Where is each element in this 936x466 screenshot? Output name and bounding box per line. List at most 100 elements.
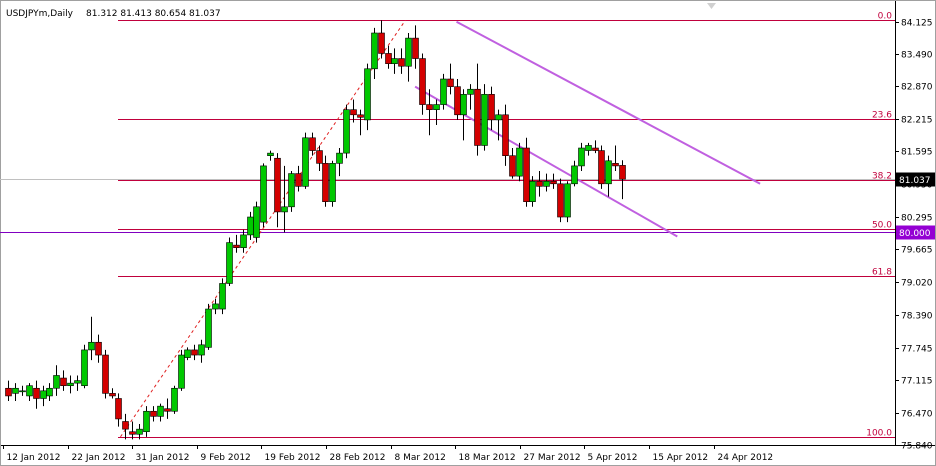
candle (605, 155, 612, 197)
price-tick-label-7: 79.665 (901, 246, 933, 256)
candle (5, 380, 12, 402)
candle-body-bear (350, 109, 357, 116)
candle-body-bull (157, 405, 164, 417)
candle (233, 234, 240, 253)
candle-body-bear (509, 155, 516, 177)
time-tick-label-1: 22 Jan 2012 (72, 453, 126, 463)
candle-body-bear (454, 86, 461, 116)
candle (178, 349, 185, 391)
candle (253, 201, 260, 243)
candle-body-bear (474, 88, 481, 146)
candle (191, 344, 198, 361)
candle-body-bull (253, 206, 260, 238)
candle (143, 406, 150, 437)
candle-body-bull (67, 382, 74, 387)
fib-level-label-0: 0.0 (878, 12, 893, 22)
candle (88, 316, 95, 361)
time-tick-label-6: 8 Mar 2012 (395, 453, 446, 463)
candle-body-bull (143, 410, 150, 433)
candle (523, 137, 530, 207)
candle-body-bull (226, 242, 233, 284)
support-price-label: 80.000 (899, 229, 931, 239)
candle-body-bull (288, 173, 295, 208)
candle (295, 165, 302, 192)
time-tick-label-10: 15 Apr 2012 (653, 453, 709, 463)
candle (33, 380, 40, 409)
candle (343, 104, 350, 159)
support-price-box (896, 225, 935, 240)
fib-trendline[interactable] (120, 19, 406, 438)
candle-body-bull (578, 147, 585, 167)
candle (102, 349, 109, 399)
candle (150, 406, 157, 422)
candle-body-bear (385, 53, 392, 64)
candle (26, 383, 33, 402)
candle-body-bull (26, 385, 33, 397)
candle (184, 347, 191, 361)
candle-body-bull (467, 88, 474, 95)
candle (95, 334, 102, 363)
candle-body-bull (440, 78, 447, 105)
candle-body-bull (19, 390, 26, 393)
candle (205, 303, 212, 350)
candle-body-bull (88, 341, 95, 351)
candle (122, 413, 129, 440)
horizontal-lines (0, 179, 895, 233)
candle-body-bull (329, 163, 336, 202)
candle-body-bear (95, 341, 102, 356)
candle (302, 132, 309, 189)
price-tick-label-11: 77.115 (901, 377, 933, 387)
candle (53, 365, 60, 396)
candle-body-bear (357, 114, 364, 118)
candle (109, 388, 116, 399)
candle-body-bear (164, 408, 171, 412)
chart-shift-marker-icon[interactable] (707, 3, 716, 9)
time-scale: 12 Jan 2012 22 Jan 2012 31 Jan 2012 9 Feb 2… (3, 445, 773, 463)
candle (419, 53, 426, 115)
candle-body-bull (267, 152, 274, 156)
candle (543, 173, 550, 192)
candle-body-bull (460, 94, 467, 116)
candle-body-bull (247, 216, 254, 236)
fib-level-label-5: 100.0 (866, 429, 892, 439)
candle (81, 344, 88, 389)
candle-body-bull (219, 283, 226, 310)
candle (329, 160, 336, 207)
candle-body-bear (5, 387, 12, 397)
candle (516, 142, 523, 182)
candle-body-bull (260, 165, 267, 223)
candle (467, 84, 474, 110)
candle (219, 278, 226, 315)
channel-upper-line[interactable] (456, 20, 761, 185)
candle-body-bear (102, 354, 109, 394)
candle (267, 150, 274, 161)
time-tick-label-9: 5 Apr 2012 (588, 453, 638, 463)
candle (19, 385, 26, 396)
candle-body-bear (309, 137, 316, 151)
candle (364, 63, 371, 131)
candle (529, 176, 536, 207)
candle (391, 48, 398, 74)
candle (357, 109, 364, 136)
candle (198, 339, 205, 363)
candle-body-bull (136, 428, 143, 435)
candle-body-bull (40, 390, 47, 399)
candle-body-bull (495, 114, 502, 121)
candle (74, 375, 81, 391)
candle-body-bear (191, 349, 198, 356)
candle (474, 63, 481, 156)
candle (585, 142, 592, 156)
candle (536, 171, 543, 197)
candle-body-bull (371, 32, 378, 70)
candle-body-bear (536, 180, 543, 187)
candle-body-bear (557, 183, 564, 218)
candle (426, 89, 433, 136)
candle-body-bear (612, 163, 619, 167)
candle (564, 181, 571, 223)
time-tick-label-3: 9 Feb 2012 (201, 453, 251, 463)
candle-body-bull (212, 303, 219, 310)
candle (350, 99, 357, 123)
candle-body-bear (598, 150, 605, 185)
